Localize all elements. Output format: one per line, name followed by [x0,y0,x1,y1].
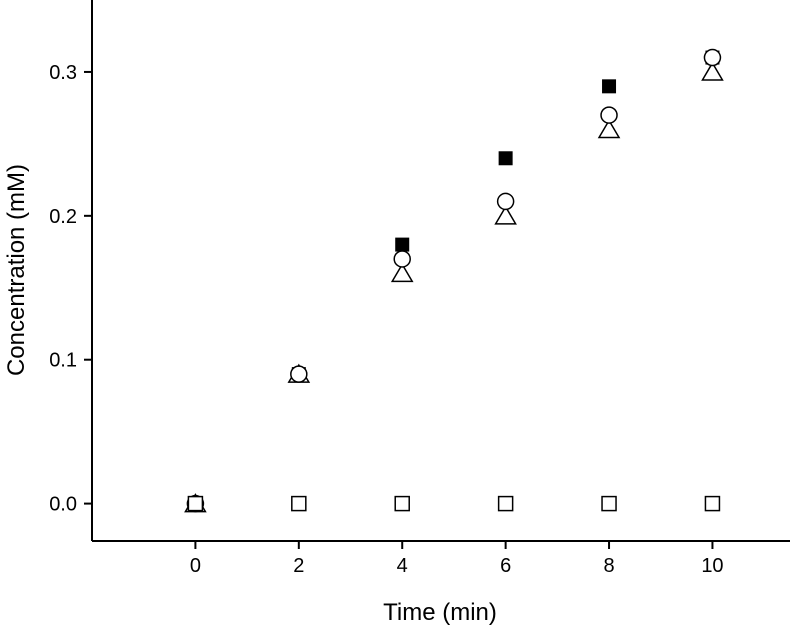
y-tick-label: 0.1 [49,350,77,372]
open-square-point [187,495,204,512]
open-square-point [291,495,307,512]
open-circle-point [600,106,618,124]
ticks: 0 2 4 6 8 10 0.0 0.1 0.2 0.3 [49,62,723,577]
x-tick-label: 0 [190,555,201,577]
filled-square-point [498,151,513,166]
open-triangle-point [494,205,517,225]
open-circle-point [393,250,411,268]
axes [91,0,790,542]
open-triangle-point [597,119,621,139]
x-tick-label: 6 [500,555,511,577]
x-tick-label: 8 [603,555,614,577]
open-square-point [601,495,617,512]
y-tick-label: 0.2 [49,206,77,228]
open-circle-point [290,365,308,383]
open-square-point [704,495,721,512]
x-tick-label: 10 [701,555,723,577]
series-open-circle [186,48,722,513]
open-triangle-point [701,61,724,81]
filled-square-point [395,237,410,252]
series-filled-square [188,50,720,511]
y-axis-title: Concentration (mM) [3,164,30,376]
open-triangle-point [390,262,414,283]
filled-square-point [602,79,617,94]
y-tick-label: 0.0 [49,494,77,516]
open-square-point [394,495,410,512]
open-circle-point [703,48,722,67]
x-tick-label: 4 [397,555,408,577]
y-tick-label: 0.3 [49,62,77,84]
series-open-triangle [184,61,724,513]
x-tick-label: 2 [293,555,304,577]
data-marks [184,48,724,513]
open-square-point [497,495,514,512]
x-axis-title: Time (min) [383,599,497,626]
open-circle-point [496,192,515,211]
series-open-square [187,495,721,512]
